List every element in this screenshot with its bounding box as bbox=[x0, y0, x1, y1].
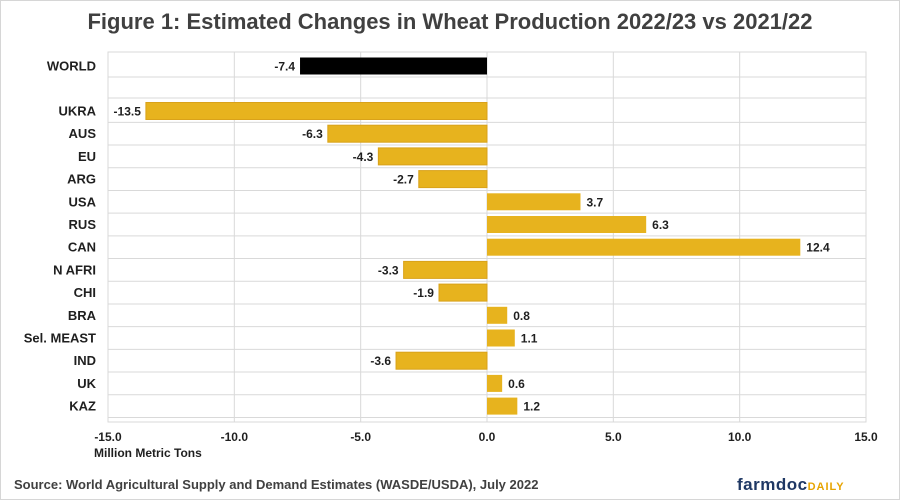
data-label: 1.2 bbox=[523, 400, 540, 414]
category-label: CAN bbox=[68, 240, 96, 255]
data-label: -7.4 bbox=[274, 60, 295, 74]
data-label: -1.9 bbox=[413, 286, 434, 300]
data-label: -3.6 bbox=[370, 354, 391, 368]
data-label: 12.4 bbox=[806, 241, 830, 255]
bar-kaz bbox=[487, 397, 518, 415]
x-axis-label: Million Metric Tons bbox=[94, 446, 202, 460]
source-note: Source: World Agricultural Supply and De… bbox=[14, 477, 539, 492]
data-label: 6.3 bbox=[652, 218, 669, 232]
data-label: -3.3 bbox=[378, 263, 399, 277]
category-label: N AFRI bbox=[53, 262, 96, 277]
chart-title: Figure 1: Estimated Changes in Wheat Pro… bbox=[87, 9, 813, 34]
x-tick-label: 0.0 bbox=[479, 430, 496, 444]
bar-n-afri bbox=[403, 260, 488, 279]
x-tick-label: -10.0 bbox=[221, 430, 249, 444]
x-tick-label: -15.0 bbox=[94, 430, 122, 444]
bar-rus bbox=[487, 216, 647, 233]
category-label: USA bbox=[69, 194, 97, 209]
category-label: EU bbox=[78, 149, 96, 164]
data-label: 0.8 bbox=[513, 309, 530, 323]
bar-aus bbox=[327, 124, 488, 143]
bar-can bbox=[487, 238, 801, 256]
logo-text-main: farmdoc bbox=[737, 475, 808, 494]
data-label: -2.7 bbox=[393, 173, 414, 187]
data-label: 0.6 bbox=[508, 377, 525, 391]
category-label: Sel. MEAST bbox=[24, 331, 96, 346]
data-label: -13.5 bbox=[114, 105, 142, 119]
category-label: UKRA bbox=[58, 104, 96, 119]
x-tick-label: -5.0 bbox=[350, 430, 371, 444]
bar-ind bbox=[395, 351, 488, 370]
category-label: BRA bbox=[68, 308, 97, 323]
data-label: -6.3 bbox=[302, 127, 323, 141]
category-label: AUS bbox=[69, 126, 97, 141]
bar-arg bbox=[418, 170, 488, 189]
bar-sel-meast bbox=[487, 329, 515, 347]
category-label: IND bbox=[74, 353, 96, 368]
farmdoc-daily-logo: farmdocDAILY bbox=[737, 475, 845, 495]
bar-ukra bbox=[145, 102, 488, 120]
category-label: KAZ bbox=[69, 399, 96, 414]
bar-usa bbox=[487, 193, 581, 211]
category-label: RUS bbox=[69, 217, 97, 232]
data-label: -4.3 bbox=[353, 150, 374, 164]
data-label: 1.1 bbox=[521, 332, 538, 346]
bar-bra bbox=[487, 306, 508, 324]
data-label: 3.7 bbox=[586, 195, 603, 209]
category-label: UK bbox=[77, 376, 96, 391]
bar-uk bbox=[487, 374, 503, 392]
logo-text-sub: DAILY bbox=[807, 481, 845, 493]
x-tick-label: 10.0 bbox=[728, 430, 752, 444]
bar-world bbox=[300, 57, 487, 75]
x-tick-label: 15.0 bbox=[854, 430, 878, 444]
category-label: CHI bbox=[74, 285, 96, 300]
bar-eu bbox=[377, 147, 488, 166]
category-label: ARG bbox=[67, 172, 96, 187]
bar-chi bbox=[438, 283, 488, 302]
category-label: WORLD bbox=[47, 59, 96, 74]
x-tick-label: 5.0 bbox=[605, 430, 622, 444]
